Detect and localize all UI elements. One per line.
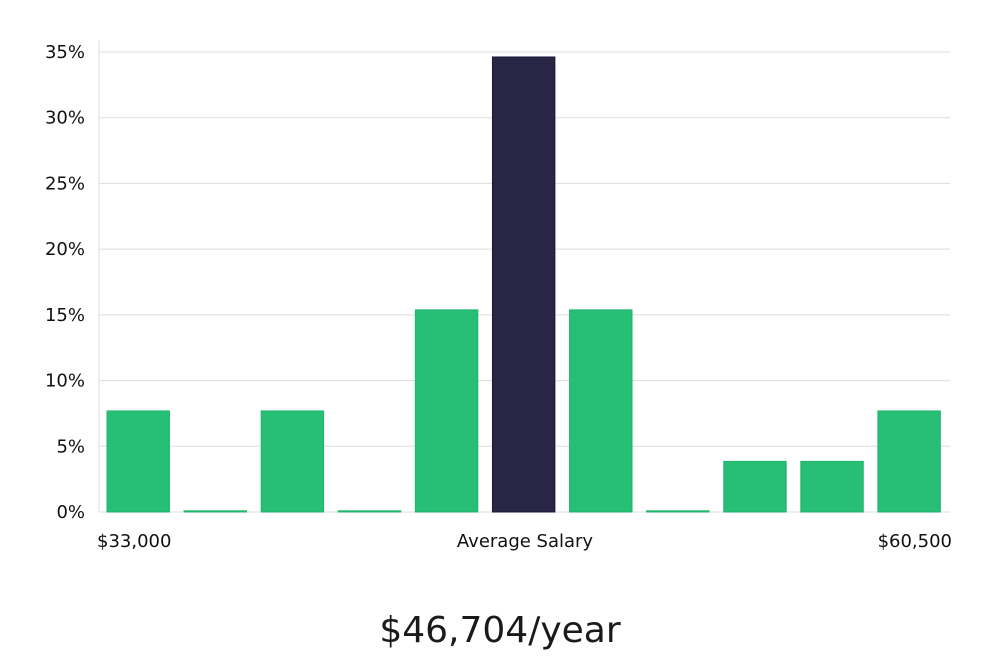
y-tick-label: 25% (45, 173, 85, 194)
average-salary-value: $46,704/year (379, 610, 621, 651)
bar (414, 309, 479, 513)
bar (260, 410, 325, 513)
y-tick-label: 5% (56, 436, 85, 457)
y-tick-label: 10% (45, 371, 85, 392)
bar-average-salary (491, 56, 556, 513)
y-tick-label: 15% (45, 305, 85, 326)
bar (800, 460, 864, 513)
bar (877, 410, 941, 513)
salary-histogram: 0% 5% 10% 15% 20% 25% 30% 35% $33,000 Average S… (45, 40, 952, 552)
y-tick-label: 35% (45, 42, 85, 63)
bar (106, 410, 170, 513)
x-label-min: $33,000 (97, 531, 171, 552)
bar (337, 510, 402, 513)
y-tick-label: 20% (45, 239, 85, 260)
x-label-center: Average Salary (457, 531, 594, 552)
y-tick-label: 0% (56, 502, 85, 523)
bar (646, 510, 710, 513)
bar (723, 460, 787, 513)
x-label-max: $60,500 (878, 531, 952, 552)
bar (569, 309, 633, 513)
y-axis-ticks: 0% 5% 10% 15% 20% 25% 30% 35% (45, 42, 85, 523)
y-tick-label: 30% (45, 108, 85, 129)
bar (183, 510, 248, 513)
bars (106, 56, 941, 513)
